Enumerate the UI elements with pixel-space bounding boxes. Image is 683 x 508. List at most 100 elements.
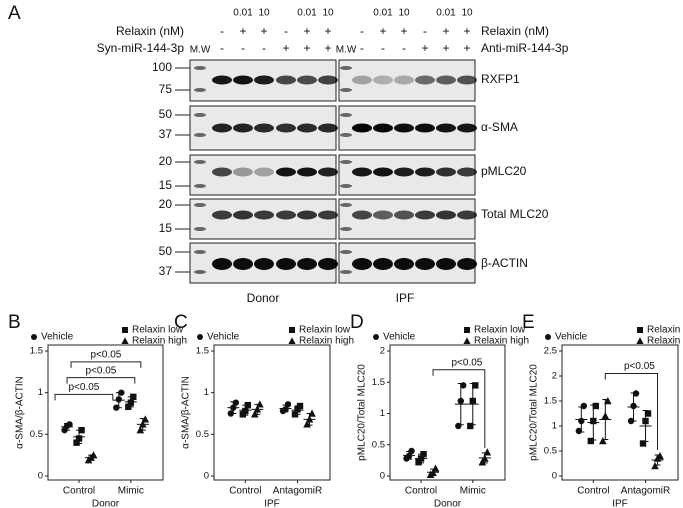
- mw-lane-label: M.W: [190, 45, 211, 56]
- data-group: [112, 389, 125, 411]
- y-tick-label: 0.5: [372, 439, 385, 450]
- dose-label: 0.01: [233, 8, 253, 19]
- protein-band: [212, 123, 232, 133]
- lane-sign: +: [324, 24, 331, 38]
- protein-band: [352, 167, 372, 177]
- mw-marker-band: [194, 113, 206, 117]
- group-label: IPF: [396, 291, 415, 305]
- data-point: [284, 401, 292, 408]
- protein-band: [373, 258, 393, 270]
- data-point: [656, 452, 664, 460]
- x-tick-label: Mimic: [460, 486, 486, 497]
- data-point: [545, 334, 551, 340]
- data-point: [592, 402, 600, 410]
- panel-label: A: [8, 3, 21, 24]
- mw-lane-label: M.W: [336, 45, 357, 56]
- data-point: [239, 411, 247, 418]
- lane-sign: +: [400, 24, 407, 38]
- y-axis-label: pMLC20/Total MLC20: [529, 364, 540, 461]
- mw-marker-band: [340, 133, 352, 137]
- lane-sign: +: [303, 41, 310, 55]
- lane-sign: +: [442, 24, 449, 38]
- mw-value: 15: [159, 221, 173, 235]
- data-point: [31, 334, 37, 340]
- panel-label: C: [174, 312, 188, 333]
- protein-band: [394, 167, 414, 177]
- dose-label: 10: [322, 8, 334, 19]
- data-group: [303, 409, 316, 428]
- data-point: [373, 334, 379, 340]
- mw-marker-band: [340, 66, 352, 70]
- data-group: [291, 402, 304, 418]
- protein-band: [436, 258, 456, 270]
- lane-sign: +: [239, 24, 246, 38]
- protein-band: [415, 123, 435, 133]
- protein-band: [457, 75, 477, 85]
- protein-band: [394, 210, 414, 220]
- protein-band: [373, 167, 393, 177]
- panel-label: E: [522, 312, 535, 333]
- significance-label: p<0.05: [85, 365, 116, 376]
- x-tick-label: Control: [229, 486, 261, 497]
- protein-band: [318, 210, 338, 220]
- protein-label: Total MLC20: [481, 207, 549, 221]
- lane-sign: -: [220, 24, 224, 38]
- significance-label: p<0.05: [68, 382, 99, 393]
- lane-sign: -: [381, 41, 385, 55]
- mw-marker-band: [340, 250, 352, 254]
- panel-label: B: [8, 312, 21, 333]
- mw-marker-band: [194, 203, 206, 207]
- protein-band: [297, 210, 317, 220]
- protein-label: β-ACTIN: [481, 256, 528, 270]
- legend-label: Vehicle: [555, 332, 588, 343]
- data-point: [463, 337, 471, 344]
- data-group: [599, 397, 612, 445]
- protein-band: [415, 258, 435, 270]
- dose-label: 10: [398, 8, 410, 19]
- protein-band: [254, 75, 274, 85]
- treatment-label: Syn-miR-144-3p: [97, 41, 185, 55]
- protein-band: [297, 123, 317, 133]
- protein-band: [254, 167, 274, 177]
- protein-band: [254, 123, 274, 133]
- mw-marker-band: [340, 88, 352, 92]
- plot-frame: [389, 344, 506, 481]
- protein-band: [457, 210, 477, 220]
- x-tick-label: Control: [577, 486, 609, 497]
- lane-sign: -: [241, 41, 245, 55]
- data-point: [66, 421, 73, 428]
- data-group: [627, 390, 640, 425]
- data-group: [61, 421, 74, 434]
- protein-band: [352, 123, 372, 133]
- lane-sign: +: [303, 24, 310, 38]
- data-group: [73, 426, 86, 446]
- treatment-label: Relaxin (nM): [481, 24, 549, 38]
- x-tick-label: Control: [63, 486, 95, 497]
- mw-marker-band: [340, 270, 352, 274]
- significance-label: p<0.05: [624, 361, 655, 372]
- data-point: [587, 437, 595, 445]
- data-group: [466, 382, 479, 430]
- data-point: [604, 397, 612, 405]
- lane-sign: -: [423, 24, 427, 38]
- protein-band: [415, 167, 435, 177]
- y-tick-label: 0: [38, 471, 43, 482]
- protein-band: [457, 258, 477, 270]
- mw-marker-band: [194, 160, 206, 164]
- protein-band: [436, 167, 456, 177]
- protein-band: [352, 210, 372, 220]
- lane-sign: +: [442, 41, 449, 55]
- data-group: [587, 402, 600, 445]
- dose-label: 10: [258, 8, 270, 19]
- dose-label: 0.01: [436, 8, 456, 19]
- lane-sign: +: [260, 24, 267, 38]
- protein-label: RXFP1: [481, 72, 520, 86]
- mw-value: 50: [159, 244, 173, 258]
- data-point: [415, 459, 422, 466]
- y-tick-label: 1: [552, 421, 557, 432]
- protein-band: [297, 167, 317, 177]
- protein-band: [373, 210, 393, 220]
- protein-band: [373, 75, 393, 85]
- significance-bracket: [54, 393, 114, 401]
